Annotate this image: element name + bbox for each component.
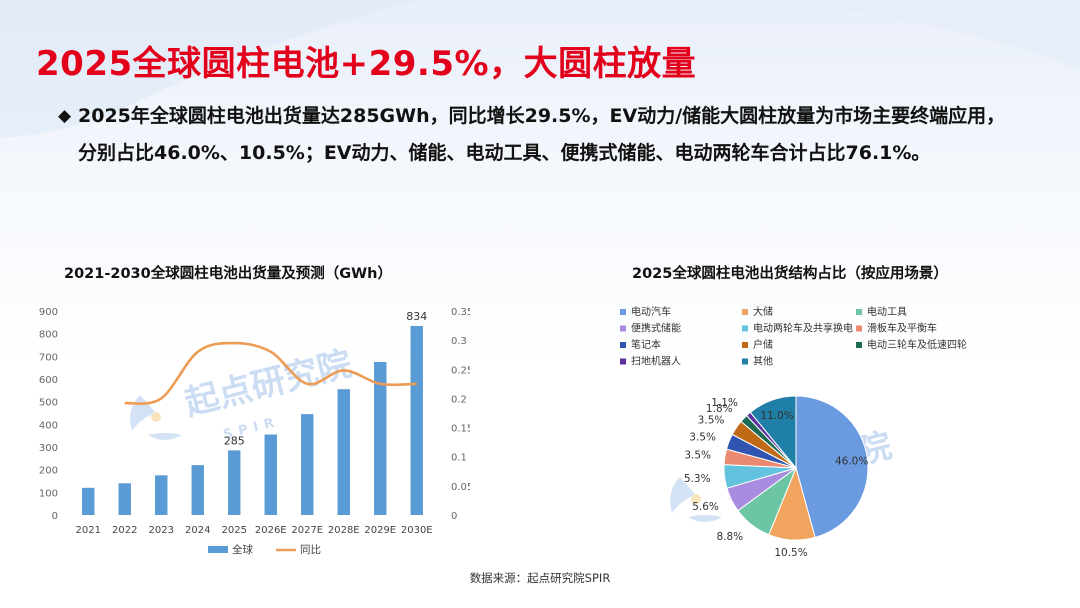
watermark-logo-icon bbox=[688, 515, 722, 522]
x-tick-label: 2022 bbox=[112, 525, 137, 536]
legend-swatch bbox=[620, 342, 626, 348]
watermark-text: 起点研究院 bbox=[181, 344, 356, 424]
summary-bullet: ◆ 2025年全球圆柱电池出货量达285GWh，同比增长29.5%，EV动力/储… bbox=[58, 98, 1018, 172]
watermark-logo-icon bbox=[130, 395, 156, 431]
page-title: 2025全球圆柱电池+29.5%，大圆柱放量 bbox=[36, 44, 697, 84]
y-right-tick-label: 0 bbox=[451, 511, 457, 522]
legend-swatch-bar bbox=[208, 546, 228, 553]
bar-data-label: 834 bbox=[406, 310, 427, 323]
legend-swatch bbox=[620, 309, 626, 315]
pie-data-label: 5.3% bbox=[684, 473, 711, 485]
y-left-tick-label: 800 bbox=[39, 330, 58, 341]
pie-chart-title: 2025全球圆柱电池出货结构占比（按应用场景） bbox=[632, 266, 948, 282]
legend-label: 电动三轮车及低速四轮 bbox=[867, 338, 967, 351]
bar-chart-title: 2021-2030全球圆柱电池出货量及预测（GWh） bbox=[64, 266, 392, 282]
pie-data-label: 3.5% bbox=[698, 415, 725, 427]
legend-label: 扫地机器人 bbox=[631, 355, 681, 368]
x-tick-label: 2030E bbox=[401, 525, 433, 536]
watermark-logo-icon bbox=[691, 494, 701, 504]
diamond-bullet-icon: ◆ bbox=[58, 106, 72, 126]
legend-label: 便携式储能 bbox=[631, 322, 681, 335]
legend-swatch bbox=[742, 342, 748, 348]
watermark: 起点研究院SPIR bbox=[130, 344, 356, 443]
y-left-tick-label: 700 bbox=[39, 352, 58, 363]
legend-label: 电动汽车 bbox=[631, 305, 671, 318]
y-right-tick-label: 0.05 bbox=[451, 482, 470, 493]
legend-label: 滑板车及平衡车 bbox=[867, 322, 937, 335]
y-right-tick-label: 0.1 bbox=[451, 453, 467, 464]
x-tick-label: 2029E bbox=[364, 525, 396, 536]
y-right-tick-label: 0.35 bbox=[451, 307, 470, 318]
bar-data-label: 285 bbox=[224, 434, 245, 447]
x-tick-label: 2027E bbox=[291, 525, 323, 536]
pie-data-label: 1.8% bbox=[706, 403, 733, 415]
pie-data-label: 10.5% bbox=[774, 547, 807, 559]
bar bbox=[228, 450, 241, 515]
y-right-tick-label: 0.15 bbox=[451, 424, 470, 435]
pie-data-label: 11.0% bbox=[760, 410, 793, 422]
legend-swatch bbox=[620, 358, 626, 365]
summary-text: 2025年全球圆柱电池出货量达285GWh，同比增长29.5%，EV动力/储能大… bbox=[78, 105, 1006, 164]
pie-data-label: 1.1% bbox=[711, 397, 738, 409]
yoy-line bbox=[124, 341, 417, 405]
watermark-logo-icon bbox=[670, 477, 696, 513]
legend-label: 电动两轮车及共享换电 bbox=[753, 322, 853, 335]
y-left-tick-label: 300 bbox=[39, 443, 58, 454]
bar bbox=[191, 465, 204, 515]
x-tick-label: 2026E bbox=[255, 525, 287, 536]
legend-swatch bbox=[856, 342, 862, 348]
y-left-tick-label: 900 bbox=[39, 307, 58, 318]
legend-label: 电动工具 bbox=[867, 305, 907, 318]
y-right-tick-label: 0.3 bbox=[451, 336, 467, 347]
bar bbox=[264, 434, 277, 515]
bar bbox=[374, 362, 387, 515]
legend-label: 全球 bbox=[232, 543, 253, 556]
bar bbox=[118, 483, 131, 515]
x-tick-label: 2023 bbox=[149, 525, 174, 536]
legend-label: 同比 bbox=[300, 543, 321, 556]
legend-swatch bbox=[856, 325, 862, 332]
x-tick-label: 2028E bbox=[328, 525, 360, 536]
data-source: 数据来源：起点研究院SPIR bbox=[469, 571, 611, 585]
y-left-tick-label: 100 bbox=[39, 488, 58, 499]
bar bbox=[155, 475, 168, 515]
pie-data-label: 5.6% bbox=[692, 501, 719, 513]
y-left-tick-label: 400 bbox=[39, 420, 58, 431]
y-left-tick-label: 500 bbox=[39, 398, 58, 409]
pie-data-label: 8.8% bbox=[716, 531, 743, 543]
x-tick-label: 2025 bbox=[222, 525, 247, 536]
pie-data-label: 46.0% bbox=[835, 455, 868, 467]
legend-label: 户储 bbox=[753, 338, 773, 351]
legend-swatch bbox=[742, 325, 748, 332]
watermark-logo-icon bbox=[151, 412, 161, 422]
legend-label: 其他 bbox=[753, 355, 773, 368]
bar bbox=[410, 325, 423, 515]
watermark-logo-icon bbox=[148, 433, 182, 440]
y-right-tick-label: 0.25 bbox=[451, 365, 470, 376]
x-tick-label: 2021 bbox=[76, 525, 101, 536]
y-left-tick-label: 0 bbox=[52, 511, 58, 522]
legend-label: 大储 bbox=[753, 305, 773, 318]
x-tick-label: 2024 bbox=[185, 525, 210, 536]
legend-swatch bbox=[856, 309, 862, 315]
legend-swatch bbox=[742, 358, 748, 365]
header-decoration bbox=[0, 0, 1080, 138]
pie-data-label: 3.5% bbox=[689, 432, 716, 444]
pie-slice bbox=[795, 395, 869, 539]
bar bbox=[337, 389, 350, 515]
legend-label: 笔记本 bbox=[631, 338, 661, 351]
legend-swatch bbox=[742, 309, 748, 315]
pie-data-label: 3.5% bbox=[684, 450, 711, 462]
y-right-tick-label: 0.2 bbox=[451, 394, 467, 405]
y-left-tick-label: 200 bbox=[39, 466, 58, 477]
y-left-tick-label: 600 bbox=[39, 375, 58, 386]
bar bbox=[82, 487, 95, 515]
bar-line-chart: 0 100 200 300 400 500 600 700 800 900 0 0.05 0.1 0.15… bbox=[39, 307, 470, 556]
pie-slice bbox=[749, 395, 797, 470]
legend-swatch bbox=[620, 325, 626, 332]
bar bbox=[301, 414, 314, 515]
